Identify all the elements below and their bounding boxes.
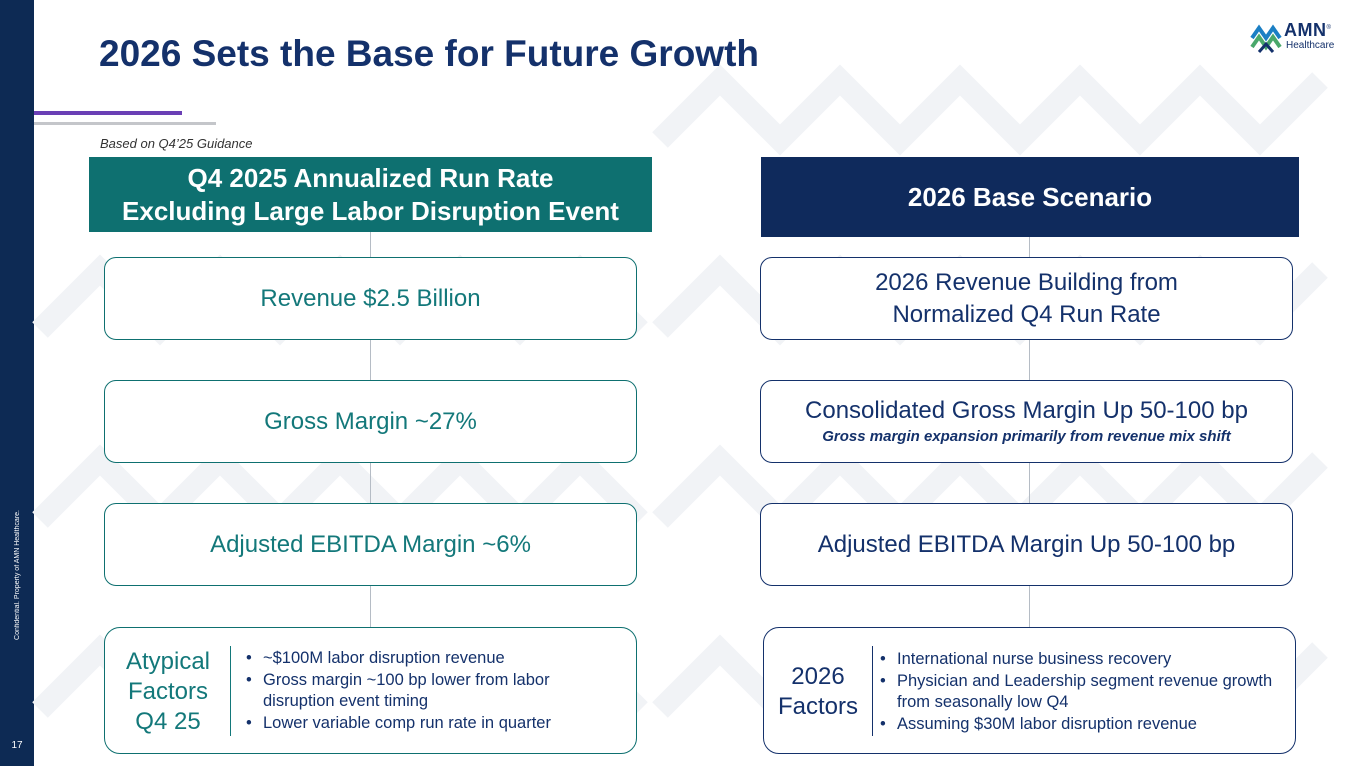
ebitda-margin-text: Adjusted EBITDA Margin ~6% <box>210 530 531 558</box>
ebitda-outlook-text: Adjusted EBITDA Margin Up 50-100 bp <box>817 530 1236 558</box>
list-item: ~$100M labor disruption revenue <box>245 648 620 670</box>
sidebar-strip <box>0 0 34 766</box>
list-item: Assuming $30M labor disruption revenue <box>879 714 1279 736</box>
factors-divider <box>230 646 231 736</box>
list-item: Physician and Leadership segment revenue… <box>879 671 1279 714</box>
list-item: Lower variable comp run rate in quarter <box>245 713 620 735</box>
atypical-factors-box: Atypical Factors Q4 25 ~$100M labor disr… <box>104 627 637 754</box>
2026-factors-label: 2026 Factors <box>777 662 858 720</box>
ebitda-margin-box: Adjusted EBITDA Margin ~6% <box>104 503 637 586</box>
confidential-notice: Confidential. Property of AMN Healthcare… <box>13 510 21 640</box>
list-item: International nurse business recovery <box>879 649 1279 671</box>
revenue-outlook-line2: Normalized Q4 Run Rate <box>892 300 1161 328</box>
left-header-line1: Q4 2025 Annualized Run Rate <box>187 163 554 193</box>
logo-wordmark: AMN® <box>1284 20 1332 40</box>
2026-factors-box: 2026 Factors International nurse busines… <box>763 627 1296 754</box>
page-number: 17 <box>11 740 23 751</box>
right-column-header: 2026 Base Scenario <box>761 157 1299 237</box>
revenue-outlook-box: 2026 Revenue Building from Normalized Q4… <box>760 257 1293 340</box>
logo-subtitle: Healthcare <box>1286 40 1335 51</box>
right-header-text: 2026 Base Scenario <box>907 181 1153 212</box>
gross-margin-outlook-text: Consolidated Gross Margin Up 50-100 bp <box>805 396 1248 424</box>
2026-factors-list: International nurse business recovery Ph… <box>879 649 1279 735</box>
title-accent-bar <box>34 111 182 115</box>
revenue-text: Revenue $2.5 Billion <box>260 284 481 312</box>
ebitda-outlook-box: Adjusted EBITDA Margin Up 50-100 bp <box>760 503 1293 586</box>
gross-margin-outlook-box: Consolidated Gross Margin Up 50-100 bp G… <box>760 380 1293 463</box>
revenue-box: Revenue $2.5 Billion <box>104 257 637 340</box>
atypical-factors-list: ~$100M labor disruption revenue Gross ma… <box>245 648 620 734</box>
gross-margin-text: Gross Margin ~27% <box>264 407 477 435</box>
gross-margin-outlook-note: Gross margin expansion primarily from re… <box>822 428 1231 446</box>
list-item: Gross margin ~100 bp lower from labor di… <box>245 670 620 713</box>
guidance-note: Based on Q4’25 Guidance <box>100 136 253 151</box>
page-title: 2026 Sets the Base for Future Growth <box>99 33 760 74</box>
atypical-factors-label: Atypical Factors Q4 25 <box>125 647 211 735</box>
amn-logo-icon <box>1250 24 1282 53</box>
title-underline <box>34 122 216 125</box>
left-column-header: Q4 2025 Annualized Run Rate Excluding La… <box>89 157 652 232</box>
left-header-line2: Excluding Large Labor Disruption Event <box>122 195 619 226</box>
gross-margin-box: Gross Margin ~27% <box>104 380 637 463</box>
revenue-outlook-line1: 2026 Revenue Building from <box>875 269 1178 297</box>
factors-divider <box>872 646 873 736</box>
